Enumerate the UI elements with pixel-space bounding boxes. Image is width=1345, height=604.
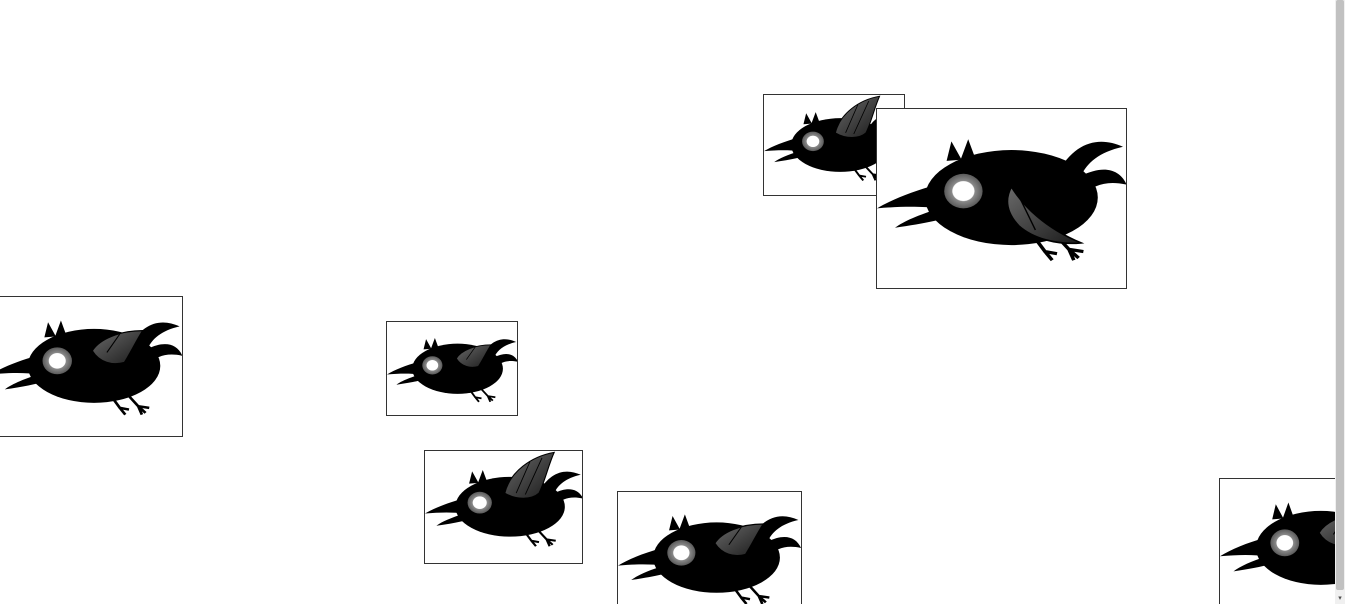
crow-bird-icon [877, 109, 1127, 289]
crow-sprite[interactable] [0, 296, 183, 437]
crow-sprite[interactable] [386, 321, 518, 416]
scrollbar-thumb[interactable] [1336, 0, 1344, 590]
crow-sprite[interactable] [1219, 478, 1335, 604]
crow-sprite[interactable] [424, 450, 583, 564]
crow-bird-icon [0, 297, 183, 437]
crow-sprite[interactable] [617, 491, 802, 604]
crow-bird-icon [1220, 479, 1335, 604]
crow-bird-icon [618, 492, 802, 604]
scroll-down-arrow-icon[interactable]: ▾ [1338, 594, 1342, 602]
crow-sprite[interactable] [876, 108, 1127, 289]
crow-bird-icon [387, 322, 518, 416]
crow-bird-icon [425, 451, 583, 564]
vertical-scrollbar[interactable]: ▾ [1335, 0, 1345, 604]
